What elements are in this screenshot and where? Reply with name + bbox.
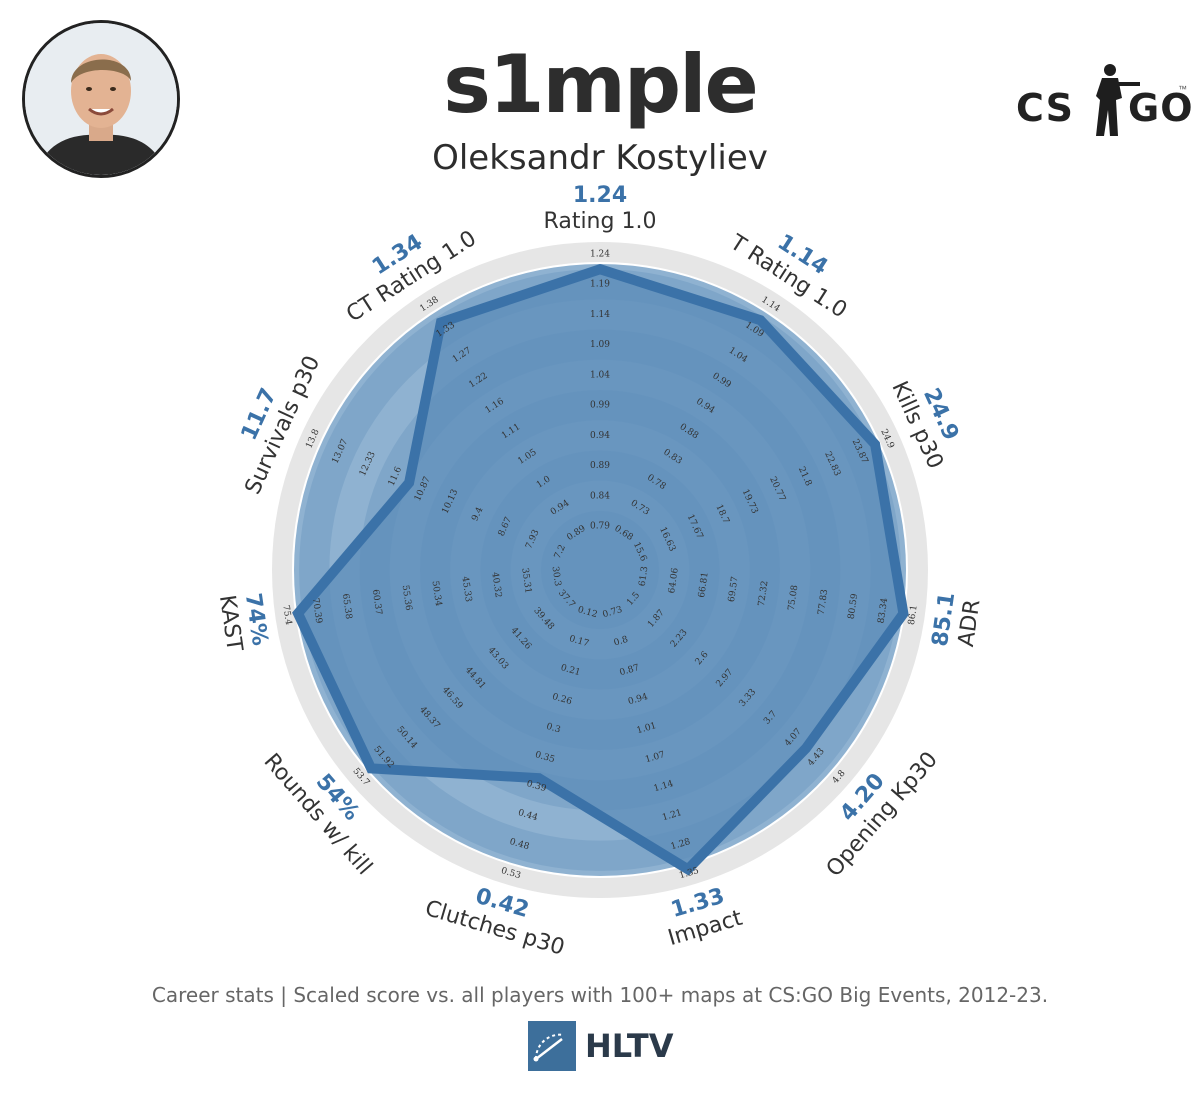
tick-label: 66.81 bbox=[697, 572, 711, 599]
tick-label: 60.37 bbox=[370, 589, 384, 616]
tick-label: 1.14 bbox=[590, 310, 610, 320]
tick-label: 35.31 bbox=[519, 567, 533, 594]
tick-label: 65.38 bbox=[340, 593, 354, 620]
axis-label: Rating 1.0 bbox=[544, 209, 657, 234]
axis-label: ADR bbox=[954, 598, 985, 648]
tick-label: 0.99 bbox=[590, 401, 610, 411]
tick-label: 0.89 bbox=[590, 461, 610, 471]
axis-value: 1.24 bbox=[573, 183, 627, 208]
trademark-symbol: ™ bbox=[1178, 84, 1187, 94]
tick-label: 55.36 bbox=[400, 584, 414, 611]
tick-label: 40.32 bbox=[489, 572, 503, 599]
tick-label: 69.57 bbox=[727, 576, 741, 603]
tick-label: 83.34 bbox=[877, 597, 891, 624]
tick-label: 1.24 bbox=[590, 250, 610, 260]
tick-label: 0.8 bbox=[613, 635, 630, 649]
csgo-logo: CS GO ™ bbox=[1014, 60, 1193, 140]
radar-outer-track bbox=[272, 242, 928, 898]
csgo-logo-go: GO bbox=[1128, 86, 1194, 130]
tick-label: 50.34 bbox=[430, 580, 444, 607]
tick-label: 0.3 bbox=[545, 722, 562, 736]
tick-label: 1.19 bbox=[590, 280, 610, 290]
tick-label: 72.32 bbox=[757, 580, 771, 607]
tick-label: 86.1 bbox=[907, 604, 920, 625]
player-real-name: Oleksandr Kostyliev bbox=[432, 138, 768, 178]
tick-label: 75.4 bbox=[280, 604, 293, 626]
tick-label: 70.39 bbox=[310, 597, 324, 624]
radar-data-polygon bbox=[292, 263, 909, 876]
tick-label: 75.08 bbox=[787, 584, 801, 611]
player-photo-icon bbox=[25, 23, 177, 175]
tick-label: 61.3 bbox=[638, 565, 651, 587]
footer-caption: Career stats | Scaled score vs. all play… bbox=[151, 983, 1049, 1007]
hltv-logo-text: HLTV bbox=[585, 1027, 674, 1065]
tick-label: 1.09 bbox=[590, 340, 610, 350]
player-avatar bbox=[22, 20, 180, 178]
tick-label: 64.06 bbox=[667, 567, 681, 594]
tick-label: 45.33 bbox=[459, 576, 473, 603]
tick-label: 80.59 bbox=[847, 593, 861, 620]
tick-label: 77.83 bbox=[817, 588, 831, 615]
csgo-logo-cs: CS bbox=[1016, 86, 1074, 130]
tick-label: 0.79 bbox=[590, 522, 610, 532]
csgo-logo-icon bbox=[1096, 64, 1140, 136]
tick-label: 0.84 bbox=[590, 491, 610, 501]
hltv-logo-icon bbox=[528, 1021, 576, 1071]
tick-label: 30.3 bbox=[550, 566, 563, 588]
tick-label: 0.94 bbox=[590, 431, 610, 441]
player-nickname: s1mple bbox=[443, 38, 759, 131]
tick-label: 1.04 bbox=[590, 370, 610, 380]
hltv-logo: HLTV bbox=[528, 1021, 688, 1071]
